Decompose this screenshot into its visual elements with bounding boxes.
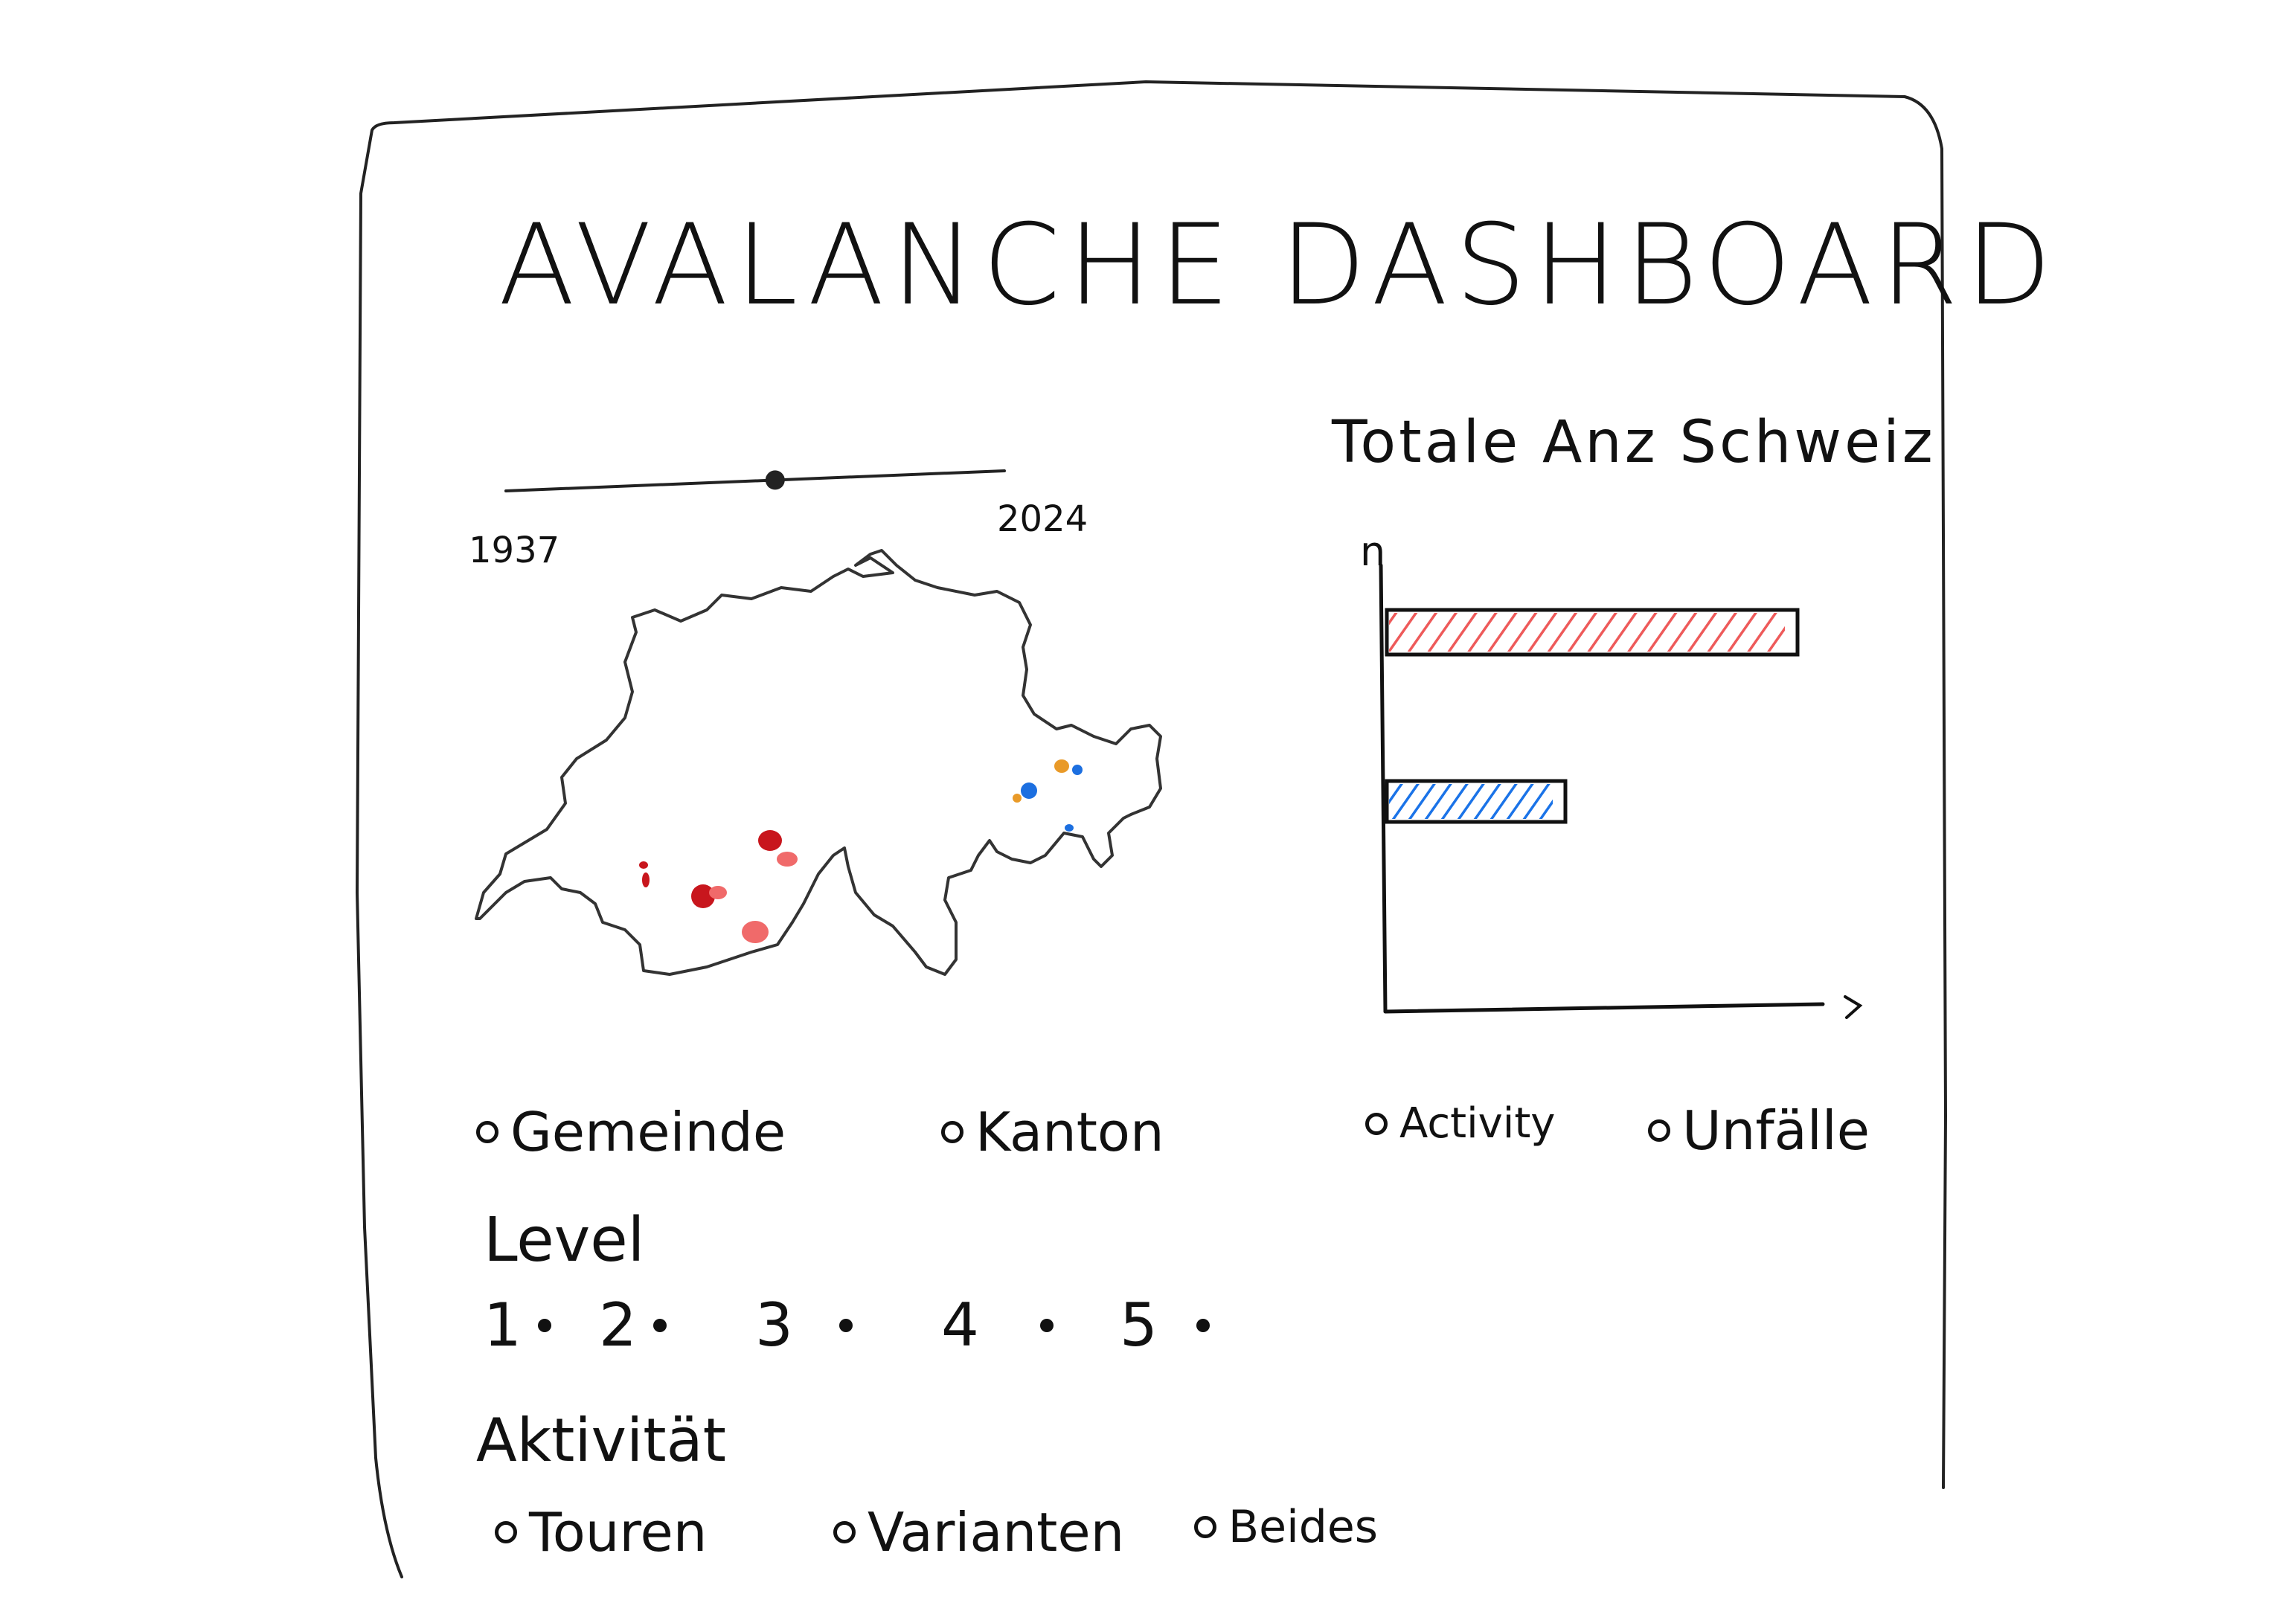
map-point[interactable] [1054, 759, 1069, 773]
option-touren[interactable]: Touren [495, 1501, 707, 1563]
year-slider[interactable] [491, 454, 1027, 513]
y-axis [1379, 563, 1388, 1014]
radio-unfaelle[interactable] [1648, 1119, 1670, 1142]
slider-end-year: 2024 [997, 498, 1088, 540]
level-option-4[interactable]: 4 [941, 1291, 1054, 1360]
option-varianten-label: Varianten [868, 1501, 1125, 1563]
level-3-label: 3 [755, 1291, 793, 1360]
option-gemeinde[interactable]: Gemeinde [476, 1101, 786, 1163]
map-point[interactable] [1021, 782, 1037, 799]
slider-start-year: 1937 [469, 530, 560, 571]
chart-title: Totale Anz Schweiz [1332, 409, 1936, 476]
level-option-3[interactable]: 3 [755, 1291, 853, 1360]
level-option-5[interactable]: 5 [1120, 1291, 1210, 1360]
map-point[interactable] [777, 852, 798, 867]
level-2-label: 2 [599, 1291, 637, 1360]
x-axis-arrow-icon [1844, 995, 1863, 1019]
option-beides-label: Beides [1228, 1501, 1379, 1553]
activity-title: Aktivität [476, 1406, 726, 1475]
level-3-radio[interactable] [838, 1318, 853, 1332]
bar[interactable] [1385, 779, 1568, 824]
radio-beides[interactable] [1194, 1516, 1216, 1538]
option-unfaelle-label: Unfälle [1682, 1099, 1870, 1162]
level-1-label: 1 [484, 1291, 522, 1360]
option-activity[interactable]: Activity [1365, 1099, 1555, 1148]
level-4-label: 4 [941, 1291, 979, 1360]
radio-touren[interactable] [495, 1521, 517, 1543]
y-axis-label: n [1360, 528, 1385, 575]
page-title: AVALANCHE DASHBOARD [498, 201, 2059, 330]
map-point[interactable] [642, 872, 650, 887]
option-touren-label: Touren [529, 1501, 708, 1563]
switzerland-outline [475, 549, 1162, 976]
map-point[interactable] [1013, 794, 1022, 803]
map-point[interactable] [709, 886, 727, 899]
level-5-radio[interactable] [1196, 1318, 1210, 1332]
level-2-radio[interactable] [652, 1318, 667, 1332]
map-point[interactable] [1065, 824, 1074, 832]
map-point[interactable] [639, 861, 648, 869]
radio-kanton[interactable] [941, 1121, 963, 1143]
slider-track[interactable] [504, 469, 1006, 492]
x-axis [1383, 1002, 1825, 1014]
level-title: Level [484, 1205, 645, 1276]
option-activity-label: Activity [1399, 1099, 1556, 1148]
bar[interactable] [1385, 608, 1800, 657]
option-beides[interactable]: Beides [1194, 1501, 1378, 1553]
level-5-label: 5 [1120, 1291, 1158, 1360]
level-1-radio[interactable] [537, 1318, 551, 1332]
option-varianten[interactable]: Varianten [833, 1501, 1124, 1563]
option-gemeinde-label: Gemeinde [510, 1101, 786, 1163]
radio-gemeinde[interactable] [476, 1121, 498, 1143]
radio-varianten[interactable] [833, 1521, 856, 1543]
level-4-radio[interactable] [1039, 1318, 1054, 1332]
map-point[interactable] [742, 921, 769, 943]
option-kanton-label: Kanton [975, 1101, 1164, 1163]
level-option-1[interactable]: 1 [484, 1291, 551, 1360]
map-point[interactable] [691, 884, 715, 908]
bar-fill [1389, 613, 1785, 652]
radio-activity[interactable] [1365, 1112, 1388, 1135]
slider-handle[interactable] [765, 470, 785, 490]
bar-fill [1389, 784, 1553, 819]
map-point[interactable] [1072, 765, 1083, 775]
map-point[interactable] [758, 830, 782, 851]
option-kanton[interactable]: Kanton [941, 1101, 1164, 1163]
bar-chart: n [1360, 528, 1863, 1019]
option-unfaelle[interactable]: Unfälle [1648, 1099, 1870, 1162]
level-option-2[interactable]: 2 [599, 1291, 667, 1360]
